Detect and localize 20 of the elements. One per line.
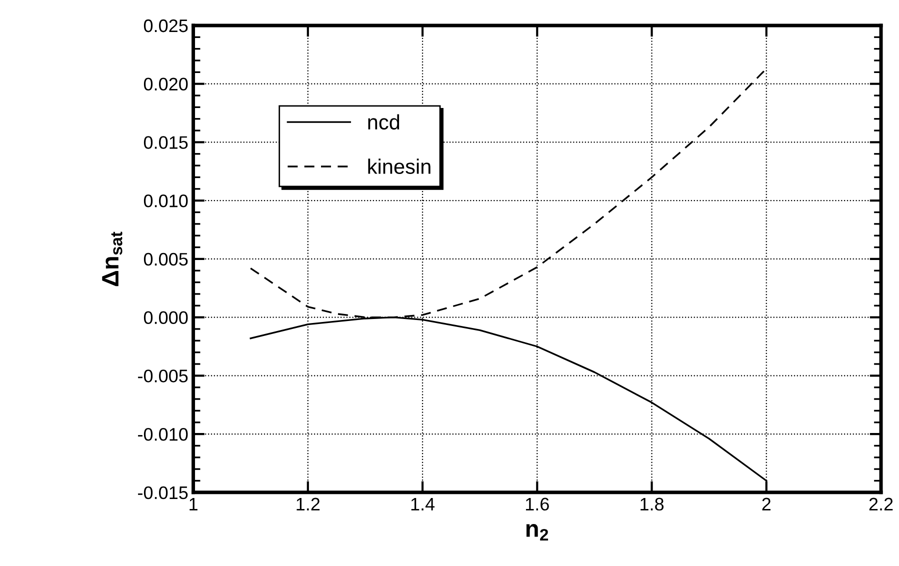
y-tick-label: 0.010 xyxy=(144,194,188,208)
x-tick-label: 1.4 xyxy=(411,498,435,510)
x-axis-title: n$_{2}$ xyxy=(526,524,548,540)
y-tick-label: 0.020 xyxy=(144,78,188,91)
x-tick-label: 1.6 xyxy=(526,498,549,511)
y-tick-label: -0.010 xyxy=(138,428,188,441)
x-tick-label: 1 xyxy=(190,498,198,510)
legend-label: ncd xyxy=(368,114,400,130)
y-tick-label: 0.000 xyxy=(144,311,188,324)
legend-label: kinesin xyxy=(368,158,430,174)
x-tick-label: 1.2 xyxy=(296,498,320,510)
y-axis-title: Δn$_{sat}$ xyxy=(102,232,122,286)
y-tick-label: 0.015 xyxy=(144,136,188,149)
y-tick-label: -0.005 xyxy=(138,370,188,382)
y-tick-label: 0.005 xyxy=(144,252,188,266)
x-tick-label: 1.8 xyxy=(640,498,664,511)
x-tick-label: 2.2 xyxy=(869,498,893,510)
y-tick-label: -0.015 xyxy=(138,486,188,500)
x-tick-label: 2 xyxy=(762,498,771,510)
y-tick-label: 0.025 xyxy=(144,19,188,32)
